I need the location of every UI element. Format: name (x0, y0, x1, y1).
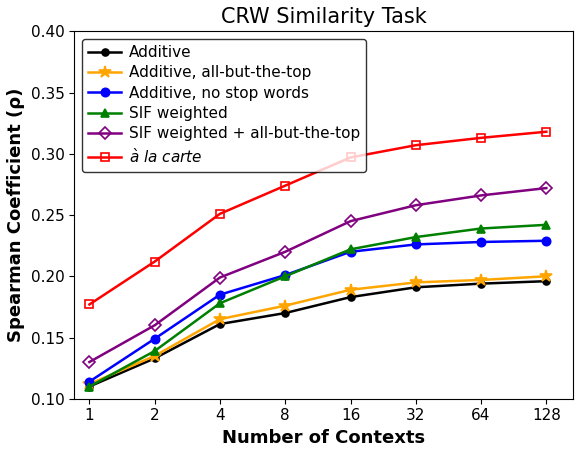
Additive (543, 278, 550, 284)
Additive (216, 321, 223, 327)
Line: Additive, all-but-the-top: Additive, all-but-the-top (83, 270, 553, 390)
Additive (347, 294, 354, 300)
SIF weighted (543, 222, 550, 227)
Additive, no stop words (347, 249, 354, 255)
Additive (412, 285, 419, 290)
à la carte (151, 259, 158, 264)
Additive, no stop words (282, 272, 289, 278)
Additive, all-but-the-top (151, 353, 158, 359)
Additive, no stop words (151, 336, 158, 341)
SIF weighted (412, 234, 419, 240)
Additive, no stop words (543, 238, 550, 243)
SIF weighted + all-but-the-top (477, 192, 484, 198)
SIF weighted (282, 274, 289, 279)
SIF weighted + all-but-the-top (347, 218, 354, 224)
SIF weighted + all-but-the-top (216, 275, 223, 280)
X-axis label: Number of Contexts: Number of Contexts (222, 429, 425, 447)
à la carte (347, 155, 354, 160)
Additive, no stop words (412, 242, 419, 247)
Additive (151, 355, 158, 361)
Additive, all-but-the-top (86, 381, 93, 387)
SIF weighted (477, 226, 484, 231)
Additive, all-but-the-top (347, 287, 354, 292)
Additive (282, 310, 289, 316)
SIF weighted (216, 301, 223, 306)
SIF weighted + all-but-the-top (543, 185, 550, 191)
SIF weighted + all-but-the-top (282, 249, 289, 255)
Additive, all-but-the-top (216, 316, 223, 322)
SIF weighted + all-but-the-top (151, 322, 158, 328)
Line: SIF weighted: SIF weighted (85, 221, 550, 391)
Additive, no stop words (216, 292, 223, 297)
Additive, no stop words (86, 379, 93, 385)
Additive (86, 384, 93, 389)
SIF weighted (347, 247, 354, 252)
Additive, all-but-the-top (543, 274, 550, 279)
SIF weighted + all-but-the-top (86, 359, 93, 365)
à la carte (412, 143, 419, 148)
Additive, no stop words (477, 239, 484, 245)
SIF weighted (86, 384, 93, 389)
à la carte (477, 135, 484, 141)
à la carte (543, 129, 550, 134)
Legend: Additive, Additive, all-but-the-top, Additive, no stop words, SIF weighted, SIF : Additive, Additive, all-but-the-top, Add… (82, 39, 367, 172)
Additive, all-but-the-top (282, 303, 289, 308)
à la carte (86, 302, 93, 307)
Line: à la carte: à la carte (85, 128, 550, 309)
Line: Additive, no stop words: Additive, no stop words (85, 237, 550, 386)
à la carte (216, 211, 223, 217)
Additive, all-but-the-top (477, 277, 484, 283)
Additive, all-but-the-top (412, 280, 419, 285)
Line: Additive: Additive (86, 278, 550, 390)
à la carte (282, 183, 289, 188)
Additive (477, 281, 484, 286)
Title: CRW Similarity Task: CRW Similarity Task (221, 7, 426, 27)
Y-axis label: Spearman Coefficient (ρ): Spearman Coefficient (ρ) (7, 88, 25, 342)
SIF weighted (151, 348, 158, 354)
Line: SIF weighted + all-but-the-top: SIF weighted + all-but-the-top (85, 184, 550, 366)
SIF weighted + all-but-the-top (412, 202, 419, 208)
